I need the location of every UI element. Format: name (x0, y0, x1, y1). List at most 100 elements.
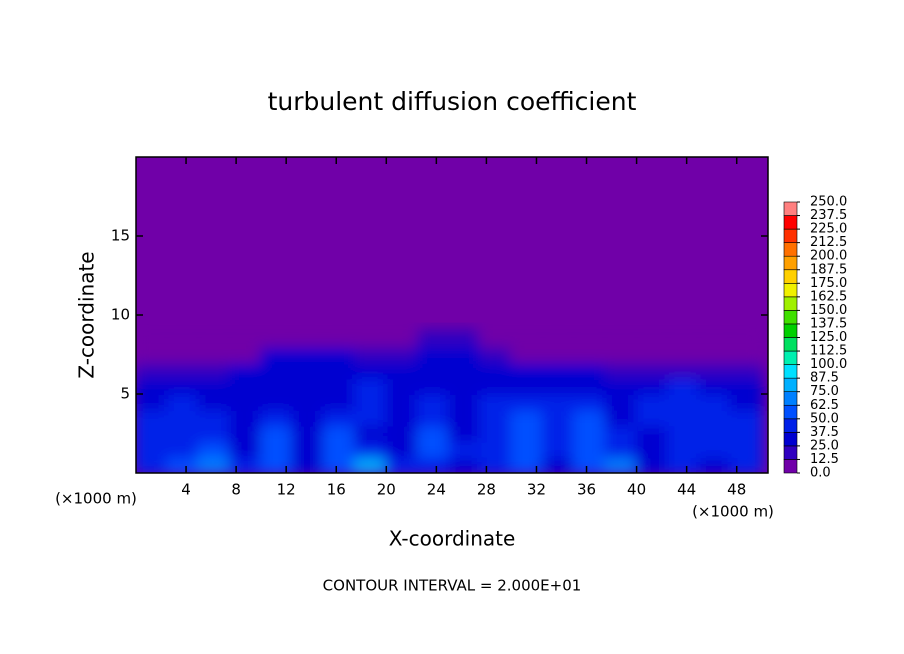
field-cell (136, 361, 169, 380)
field-cell (635, 456, 669, 473)
field-cell (604, 377, 638, 395)
field-cell (228, 456, 263, 473)
colorbar-label: 12.5 (810, 452, 839, 467)
colorbar-swatch (783, 459, 798, 474)
field-cell (136, 424, 169, 443)
field-cell (260, 440, 294, 459)
field-cell (698, 329, 732, 348)
field-cell (291, 377, 325, 395)
field-cell (416, 440, 450, 459)
field-cell (635, 377, 669, 395)
field-cell (447, 440, 482, 459)
field-cell (666, 393, 701, 411)
colorbar-swatch (783, 215, 798, 230)
colorbar-label: 125.0 (810, 330, 847, 345)
field-cell (447, 424, 482, 443)
y-tick-label: 5 (120, 385, 130, 403)
field-cell (291, 408, 325, 427)
field-cell (698, 424, 732, 443)
field-cell (447, 329, 482, 348)
field-cell (416, 424, 450, 443)
field-cell (479, 361, 513, 380)
field-cell (322, 440, 357, 459)
field-cell (573, 329, 607, 348)
field-cell (260, 329, 294, 348)
colorbar-swatch (783, 350, 798, 365)
field-cell (322, 345, 357, 364)
field-cell (666, 345, 701, 364)
field-cell (604, 329, 638, 348)
colorbar-swatch (783, 242, 798, 257)
field-cell (666, 440, 701, 459)
field-cell (166, 424, 200, 443)
field-cell (604, 361, 638, 380)
field-cell (698, 377, 732, 395)
colorbar-swatch (783, 418, 798, 433)
field-cell (541, 361, 576, 380)
colorbar-swatch (783, 404, 798, 420)
colorbar-swatch (783, 432, 798, 447)
field-cell (136, 393, 169, 411)
field-cell (354, 361, 388, 380)
field-cell (166, 408, 200, 427)
field-cell (447, 456, 482, 473)
field-cell (479, 377, 513, 395)
field-cell (541, 456, 576, 473)
colorbar-swatch (783, 391, 798, 406)
field-cell (541, 345, 576, 364)
x-tick-label: 40 (627, 481, 646, 499)
field-cell (604, 393, 638, 411)
x-axis-label: X-coordinate (389, 527, 516, 551)
x-tick-label: 20 (377, 481, 396, 499)
field-cell (573, 424, 607, 443)
field-cell (573, 345, 607, 364)
field-cell (136, 440, 169, 459)
field-cell (541, 329, 576, 348)
field-cell (573, 361, 607, 380)
field-cell (573, 377, 607, 395)
colorbar-swatch (783, 377, 798, 392)
colorbar-label: 137.5 (810, 316, 847, 331)
field-cell (136, 456, 169, 473)
field-cell (260, 345, 294, 364)
colorbar-label: 212.5 (810, 235, 847, 250)
field-cell (166, 377, 200, 395)
field-cell (729, 361, 763, 380)
field-cell (416, 345, 450, 364)
colorbar-label: 250.0 (810, 195, 847, 210)
x-tick-label: 44 (677, 481, 696, 499)
field-cell (322, 456, 357, 473)
field-cell (228, 424, 263, 443)
field-cell (291, 440, 325, 459)
field-cell (291, 424, 325, 443)
field-cell (416, 456, 450, 473)
field-cell (354, 329, 388, 348)
x-tick-label: 16 (327, 481, 346, 499)
x-tick-label: 4 (181, 481, 191, 499)
field-cell (260, 408, 294, 427)
colorbar-label: 25.0 (810, 438, 839, 453)
field-cell (385, 377, 419, 395)
field-cell (260, 361, 294, 380)
field-cell (166, 393, 200, 411)
field-cell (666, 456, 701, 473)
field-cell (228, 377, 263, 395)
field-cell (541, 424, 576, 443)
field-cell (416, 393, 450, 411)
field-cell (604, 440, 638, 459)
colorbar-swatch (783, 445, 798, 460)
field-cell (322, 329, 357, 348)
field-cell (228, 345, 263, 364)
field-cell (322, 361, 357, 380)
field-cell (385, 345, 419, 364)
field-cell (541, 408, 576, 427)
field-cell (197, 329, 231, 348)
field-cell (197, 408, 231, 427)
field-cell (354, 456, 388, 473)
colorbar-label: 187.5 (810, 262, 847, 277)
field-cell (635, 345, 669, 364)
field-cell (635, 408, 669, 427)
field-cell (136, 329, 169, 348)
field-cell (635, 329, 669, 348)
field-cell (698, 456, 732, 473)
